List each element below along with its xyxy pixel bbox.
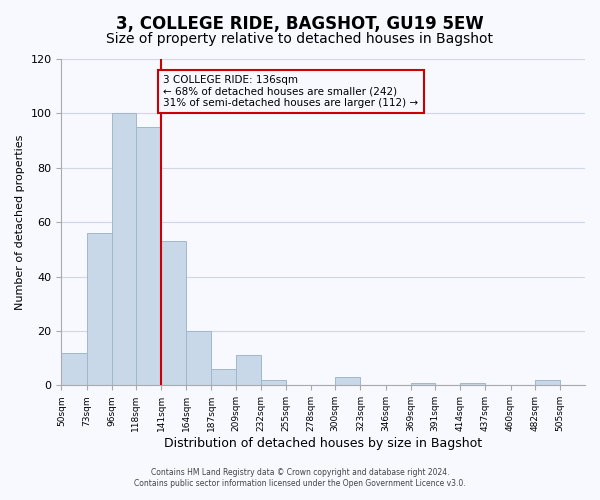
Bar <box>236 356 261 386</box>
Bar <box>335 377 361 386</box>
X-axis label: Distribution of detached houses by size in Bagshot: Distribution of detached houses by size … <box>164 437 482 450</box>
Bar <box>261 380 286 386</box>
Text: Contains HM Land Registry data © Crown copyright and database right 2024.
Contai: Contains HM Land Registry data © Crown c… <box>134 468 466 487</box>
Bar <box>186 331 211 386</box>
Bar <box>112 114 136 386</box>
Text: 3 COLLEGE RIDE: 136sqm
← 68% of detached houses are smaller (242)
31% of semi-de: 3 COLLEGE RIDE: 136sqm ← 68% of detached… <box>163 75 418 108</box>
Text: 3, COLLEGE RIDE, BAGSHOT, GU19 5EW: 3, COLLEGE RIDE, BAGSHOT, GU19 5EW <box>116 15 484 33</box>
Bar <box>460 382 485 386</box>
Bar <box>61 352 86 386</box>
Bar <box>211 369 236 386</box>
Bar <box>161 241 186 386</box>
Bar <box>136 127 161 386</box>
Bar <box>535 380 560 386</box>
Y-axis label: Number of detached properties: Number of detached properties <box>15 134 25 310</box>
Bar <box>411 382 435 386</box>
Bar <box>86 233 112 386</box>
Text: Size of property relative to detached houses in Bagshot: Size of property relative to detached ho… <box>107 32 493 46</box>
